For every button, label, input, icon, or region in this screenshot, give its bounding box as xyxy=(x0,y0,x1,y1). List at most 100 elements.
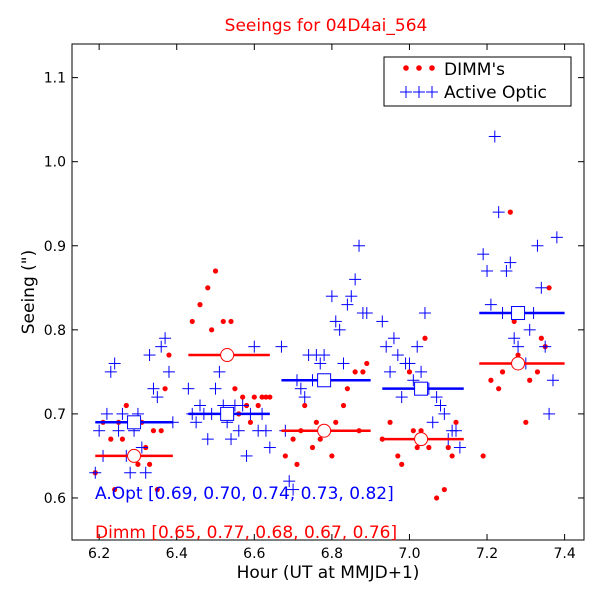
dimm-point xyxy=(511,318,517,325)
dimm-point xyxy=(263,394,269,400)
aopt-point xyxy=(147,382,160,395)
aopt-point xyxy=(201,433,214,446)
aopt-point xyxy=(550,231,563,244)
dimm-mean-marker xyxy=(511,356,526,371)
aopt-point xyxy=(298,391,311,404)
aopt-point xyxy=(531,239,544,252)
aopt-point xyxy=(512,340,525,353)
aopt-point xyxy=(508,332,521,345)
aopt-point xyxy=(182,382,195,395)
aopt-point xyxy=(543,407,556,420)
aopt-point xyxy=(453,441,466,454)
aopt-point xyxy=(287,483,300,496)
aopt-point xyxy=(89,466,102,479)
aopt-point xyxy=(481,264,494,277)
legend-dimm-dot xyxy=(416,65,422,71)
legend-dimm-dot xyxy=(403,65,409,71)
aopt-point xyxy=(124,466,137,479)
dimm-point xyxy=(449,453,455,459)
dimm-point xyxy=(108,436,114,442)
aopt-point xyxy=(112,424,125,437)
x-tick-label: 6.4 xyxy=(166,546,188,562)
dimm-point xyxy=(395,453,401,459)
dimm-point xyxy=(317,436,323,442)
aopt-point xyxy=(500,264,513,277)
dimm-point xyxy=(197,302,203,308)
dimm-point xyxy=(205,285,211,291)
aopt-point xyxy=(353,239,366,252)
aopt-point xyxy=(259,424,272,437)
dimm-mean-marker xyxy=(220,348,235,363)
aopt-point xyxy=(225,433,238,446)
legend-aopt-plus xyxy=(413,86,425,98)
dimm-point xyxy=(344,386,350,392)
dimm-point xyxy=(352,369,358,375)
aopt-point xyxy=(484,298,497,311)
aopt-point xyxy=(376,315,389,328)
x-tick-label: 6.6 xyxy=(243,546,265,562)
dimm-point xyxy=(538,335,544,341)
aopt-point xyxy=(411,340,424,353)
aopt-point xyxy=(232,424,245,437)
aopt-point xyxy=(546,374,559,387)
dimm-point xyxy=(150,428,157,434)
dimm-mean-marker xyxy=(127,448,142,463)
dimm-point xyxy=(527,377,533,383)
aopt-point xyxy=(318,349,331,362)
aopt-point xyxy=(380,340,393,353)
dimm-point xyxy=(228,318,234,325)
aopt-point xyxy=(403,357,416,370)
aopt-point xyxy=(325,290,338,303)
legend-box xyxy=(383,56,572,107)
dimm-point xyxy=(119,436,126,442)
aopt-point xyxy=(391,349,404,362)
dimm-point xyxy=(410,428,416,434)
aopt-point xyxy=(283,475,296,488)
dimm-point xyxy=(453,419,459,425)
dimm-point xyxy=(259,394,265,400)
dimm-point xyxy=(267,394,273,400)
aopt-point xyxy=(438,407,451,420)
y-tick-label: 1.0 xyxy=(44,155,66,171)
aopt-point xyxy=(384,365,397,378)
aopt-point xyxy=(190,416,203,429)
dimm-mean-marker xyxy=(317,423,332,438)
aopt-point xyxy=(504,256,517,269)
aopt-point xyxy=(329,315,342,328)
dimm-point xyxy=(247,419,254,425)
legend-aopt-plus xyxy=(400,86,412,98)
dimm-point xyxy=(426,444,432,451)
legend-aopt-label: Active Optic xyxy=(444,83,547,103)
aopt-point xyxy=(341,298,354,311)
aopt-mean-marker xyxy=(414,381,429,396)
aopt-point xyxy=(275,340,288,353)
x-tick-label: 7.4 xyxy=(553,546,575,562)
dimm-point xyxy=(240,394,246,400)
aopt-point xyxy=(162,365,175,378)
x-tick-label: 7.2 xyxy=(476,546,498,562)
aopt-point xyxy=(333,323,346,336)
aopt-point xyxy=(151,391,164,404)
x-tick-label: 7.0 xyxy=(398,546,420,562)
aopt-point xyxy=(387,332,400,345)
dimm-point xyxy=(387,419,393,425)
aopt-point xyxy=(100,407,113,420)
dimm-point xyxy=(112,486,118,493)
dimm-point xyxy=(255,402,261,409)
aopt-point xyxy=(477,248,490,261)
dimm-point xyxy=(220,318,226,325)
dimm-point xyxy=(523,419,529,425)
plot-frame xyxy=(71,43,585,541)
dimm-point xyxy=(360,369,366,375)
dimm-mean-marker xyxy=(414,432,429,447)
aopt-point xyxy=(135,441,148,454)
dimm-point xyxy=(189,318,195,325)
dimm-point xyxy=(302,402,308,409)
dimm-point xyxy=(333,419,339,425)
dimm-point xyxy=(434,495,440,501)
dimm-point xyxy=(488,377,494,383)
dimm-point xyxy=(445,444,451,451)
dimm-point xyxy=(123,402,129,409)
dimm-point xyxy=(441,486,447,493)
